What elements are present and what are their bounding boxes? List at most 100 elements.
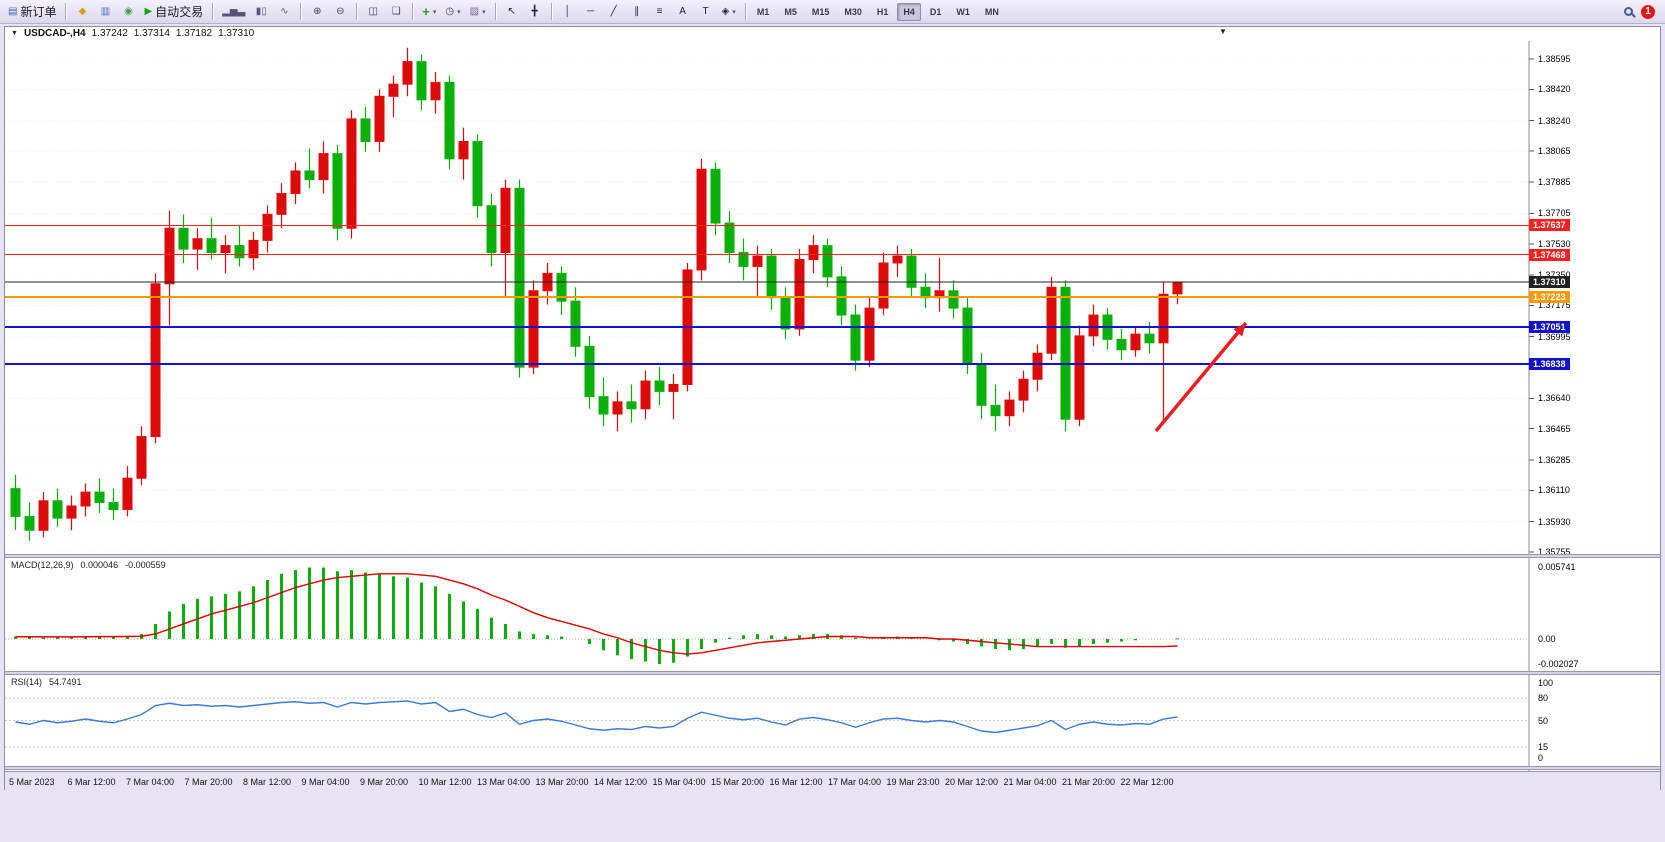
toolbar-separator — [356, 3, 358, 20]
data-window-button[interactable]: ◉ — [117, 2, 139, 22]
candle-body — [528, 290, 539, 368]
chart-canvas[interactable] — [5, 27, 1660, 789]
metaeditor-icon: ◆ — [78, 5, 87, 17]
indicators-button[interactable]: + ▾ — [418, 2, 440, 22]
candlestick-chart-button[interactable]: ▮▯ — [250, 2, 272, 22]
macd-histogram-bar — [252, 586, 255, 639]
macd-histogram-bar — [854, 637, 857, 639]
collapse-arrow-icon[interactable]: ▼ — [11, 30, 18, 37]
timeframe-m15[interactable]: M15 — [806, 3, 836, 21]
candle-body — [864, 307, 875, 361]
time-axis[interactable]: 5 Mar 2023 6 Mar 12:00 7 Mar 04:00 7 Mar 20… — [5, 771, 1660, 790]
zoom-in-button[interactable]: ⊕ — [306, 2, 328, 22]
panel-divider-axis[interactable] — [5, 766, 1660, 770]
chart-shift-marker[interactable]: ▼ — [1219, 27, 1227, 36]
data-window-icon: ◉ — [124, 5, 133, 17]
dropdown-arrow-icon[interactable]: ▾ — [482, 8, 486, 16]
tile-windows-button[interactable]: ◫ — [362, 2, 384, 22]
macd-histogram-bar — [588, 639, 591, 645]
time-axis-label: 6 Mar 12:00 — [67, 777, 116, 787]
toolbar-right: 1 — [1624, 4, 1661, 19]
panel-divider-macd[interactable] — [5, 554, 1660, 558]
vertical-line-button[interactable]: │ — [557, 2, 579, 22]
time-axis-label: 13 Mar 04:00 — [477, 777, 531, 787]
crosshair-button[interactable]: ╋ — [524, 2, 546, 22]
periods-button[interactable]: ◷ ▾ — [441, 2, 464, 22]
macd-histogram-bar — [322, 567, 325, 639]
channel-button[interactable]: ∥ — [626, 2, 648, 22]
timeframe-m1[interactable]: M1 — [751, 3, 776, 21]
bar-chart-button[interactable]: ▂▅▃ — [218, 2, 249, 22]
zoom-out-button[interactable]: ⊖ — [329, 2, 351, 22]
macd-histogram-bar — [1078, 639, 1081, 647]
text-button[interactable]: A — [672, 2, 694, 22]
candle-body — [94, 491, 105, 504]
time-axis-label: 21 Mar 04:00 — [1003, 777, 1057, 787]
cascade-windows-button[interactable]: ❏ — [385, 2, 407, 22]
candle-body — [500, 187, 511, 254]
time-axis-label: 16 Mar 12:00 — [769, 777, 823, 787]
notification-badge[interactable]: 1 — [1641, 4, 1655, 19]
timeframe-w1[interactable]: W1 — [950, 3, 976, 21]
time-axis-label: 17 Mar 04:00 — [828, 777, 882, 787]
cursor-icon: ↖ — [507, 5, 516, 17]
candle-body — [1060, 286, 1071, 420]
new-order-button[interactable]: ▤ 新订单 — [4, 2, 60, 22]
macd-histogram-bar — [1022, 639, 1025, 650]
label-button[interactable]: T — [695, 2, 717, 22]
main-toolbar: ▤ 新订单 ◆ ▥ ◉ ▶ 自动交易 ▂▅▃ ▮▯ ∿ ⊕ ⊖ ◫ ❏ + ▾ ◷ ▾ ▨ ▾ ↖ ╋ │ ─ ╱ ∥ ≡ A T ◈ ▾ … — [0, 0, 1665, 24]
timeframe-h1[interactable]: H1 — [871, 3, 895, 21]
vertical-line-icon: │ — [564, 5, 571, 17]
candle-body — [1172, 281, 1183, 295]
horizontal-line-button[interactable]: ─ — [580, 2, 602, 22]
metaeditor-button[interactable]: ◆ — [71, 2, 93, 22]
macd-histogram-bar — [644, 639, 647, 662]
macd-histogram-bar — [238, 591, 241, 639]
candle-body — [794, 258, 805, 330]
timeframe-m5[interactable]: M5 — [778, 3, 803, 21]
candle-body — [1032, 352, 1043, 380]
ohlc-open: 1.37242 — [91, 28, 128, 39]
timeframe-d1[interactable]: D1 — [924, 3, 948, 21]
macd-histogram-bar — [728, 637, 731, 639]
cursor-button[interactable]: ↖ — [501, 2, 523, 22]
macd-histogram-bar — [308, 567, 311, 639]
fibonacci-button[interactable]: ≡ — [649, 2, 671, 22]
candle-body — [1116, 338, 1127, 351]
macd-value: 0.000046 — [80, 560, 119, 570]
candle-body — [556, 272, 567, 302]
line-chart-button[interactable]: ∿ — [273, 2, 295, 22]
macd-histogram-bar — [714, 639, 717, 643]
candle-body — [976, 363, 987, 406]
dropdown-arrow-icon[interactable]: ▾ — [457, 8, 461, 16]
candle-body — [1004, 399, 1015, 417]
tile-windows-icon: ◫ — [368, 5, 378, 17]
macd-histogram-bar — [98, 636, 101, 639]
templates-button[interactable]: ▨ ▾ — [466, 2, 490, 22]
panel-divider-rsi[interactable] — [5, 671, 1660, 675]
market-watch-button[interactable]: ▥ — [94, 2, 116, 22]
candle-body — [962, 307, 973, 365]
trendline-button[interactable]: ╱ — [603, 2, 625, 22]
macd-histogram-bar — [224, 593, 227, 639]
chart-window[interactable]: ▼ USDCAD-,H4 1.37242 1.37314 1.37182 1.3… — [4, 26, 1661, 790]
macd-label: MACD(12,26,9) 0.000046 -0.000559 — [11, 560, 166, 570]
macd-histogram-bar — [364, 572, 367, 639]
time-axis-label: 14 Mar 12:00 — [594, 777, 648, 787]
price-tag: 1.37468 — [1529, 248, 1570, 261]
shapes-button[interactable]: ◈ ▾ — [718, 2, 740, 22]
dropdown-arrow-icon[interactable]: ▾ — [732, 8, 736, 16]
time-axis-label: 9 Mar 20:00 — [360, 777, 409, 787]
timeframe-h4[interactable]: H4 — [897, 2, 921, 21]
timeframe-m30[interactable]: M30 — [838, 3, 868, 21]
dropdown-arrow-icon[interactable]: ▾ — [432, 8, 437, 16]
toolbar-separator — [300, 3, 302, 20]
trend-arrow[interactable] — [1154, 321, 1248, 433]
auto-trading-button[interactable]: ▶ 自动交易 — [140, 2, 207, 22]
macd-histogram-bar — [812, 633, 815, 639]
price-tag: 1.37223 — [1529, 291, 1570, 304]
search-icon[interactable] — [1624, 7, 1633, 16]
candle-body — [206, 238, 217, 254]
timeframe-mn[interactable]: MN — [979, 3, 1005, 21]
trend-arrow-head[interactable] — [1233, 323, 1246, 337]
